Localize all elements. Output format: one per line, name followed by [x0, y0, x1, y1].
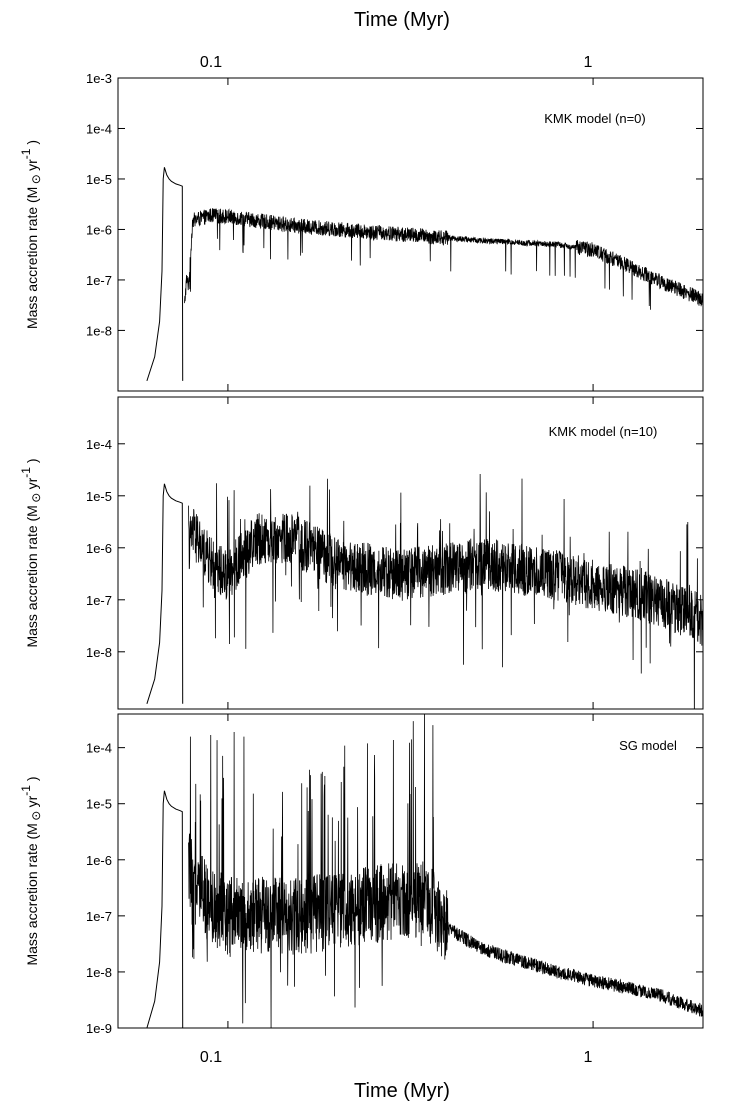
- y-tick-label: 1e-4: [86, 741, 112, 756]
- y-tick-label: 1e-8: [86, 645, 112, 660]
- series-envelope-start: [146, 483, 184, 704]
- y-tick-label: 1e-8: [86, 323, 112, 338]
- y-tick-label: 1e-9: [86, 1021, 112, 1036]
- series-envelope-start: [146, 167, 184, 382]
- y-tick-label: 1e-5: [86, 489, 112, 504]
- top-tick-label-1: 1: [584, 54, 593, 71]
- series-accretion-rate: [188, 714, 703, 1028]
- series-envelope-start: [146, 790, 184, 1028]
- y-axis-label: Mass accretion rate (M ⊙ yr-1 ): [19, 140, 43, 329]
- y-tick-label: 1e-7: [86, 593, 112, 608]
- y-tick-label: 1e-5: [86, 172, 112, 187]
- y-tick-label: 1e-7: [86, 273, 112, 288]
- y-axis-label: Mass accretion rate (M ⊙ yr-1 ): [19, 776, 43, 965]
- panel-annotation: SG model: [619, 738, 677, 753]
- y-tick-label: 1e-4: [86, 437, 112, 452]
- y-tick-label: 1e-5: [86, 797, 112, 812]
- bottom-tick-label-1: 1: [584, 1049, 593, 1066]
- y-axis-label: Mass accretion rate (M ⊙ yr-1 ): [19, 458, 43, 647]
- plot-frame: [117, 713, 704, 1029]
- panel-3: 1e-4 1e-5 1e-6 1e-7 1e-8 1e-9 SG model Mass acc…: [19, 713, 704, 1036]
- top-axis-title: Time (Myr): [354, 9, 450, 31]
- y-tick-label: 1e-7: [86, 909, 112, 924]
- plot-frame: [117, 77, 704, 392]
- y-tick-label: 1e-6: [86, 222, 112, 237]
- plot-frame: [117, 396, 704, 710]
- panel-1: 1e-3 1e-4 1e-5 1e-6 1e-7 1e-8 KMK model (n=0) M…: [19, 71, 704, 392]
- panel-annotation: KMK model (n=0): [544, 111, 646, 126]
- y-tick-label: 1e-3: [86, 71, 112, 86]
- panel-annotation: KMK model (n=10): [549, 424, 658, 439]
- bottom-axis-title: Time (Myr): [354, 1080, 450, 1102]
- bottom-tick-label-0.1: 0.1: [200, 1049, 222, 1066]
- panel-2: 1e-4 1e-5 1e-6 1e-7 1e-8 KMK model (n=10) Mass…: [19, 396, 704, 710]
- top-tick-label-0.1: 0.1: [200, 54, 222, 71]
- series-accretion-rate: [188, 473, 703, 709]
- y-tick-label: 1e-6: [86, 853, 112, 868]
- y-tick-label: 1e-4: [86, 121, 112, 136]
- y-tick-label: 1e-6: [86, 541, 112, 556]
- y-tick-label: 1e-8: [86, 965, 112, 980]
- series-accretion-rate: [184, 208, 703, 310]
